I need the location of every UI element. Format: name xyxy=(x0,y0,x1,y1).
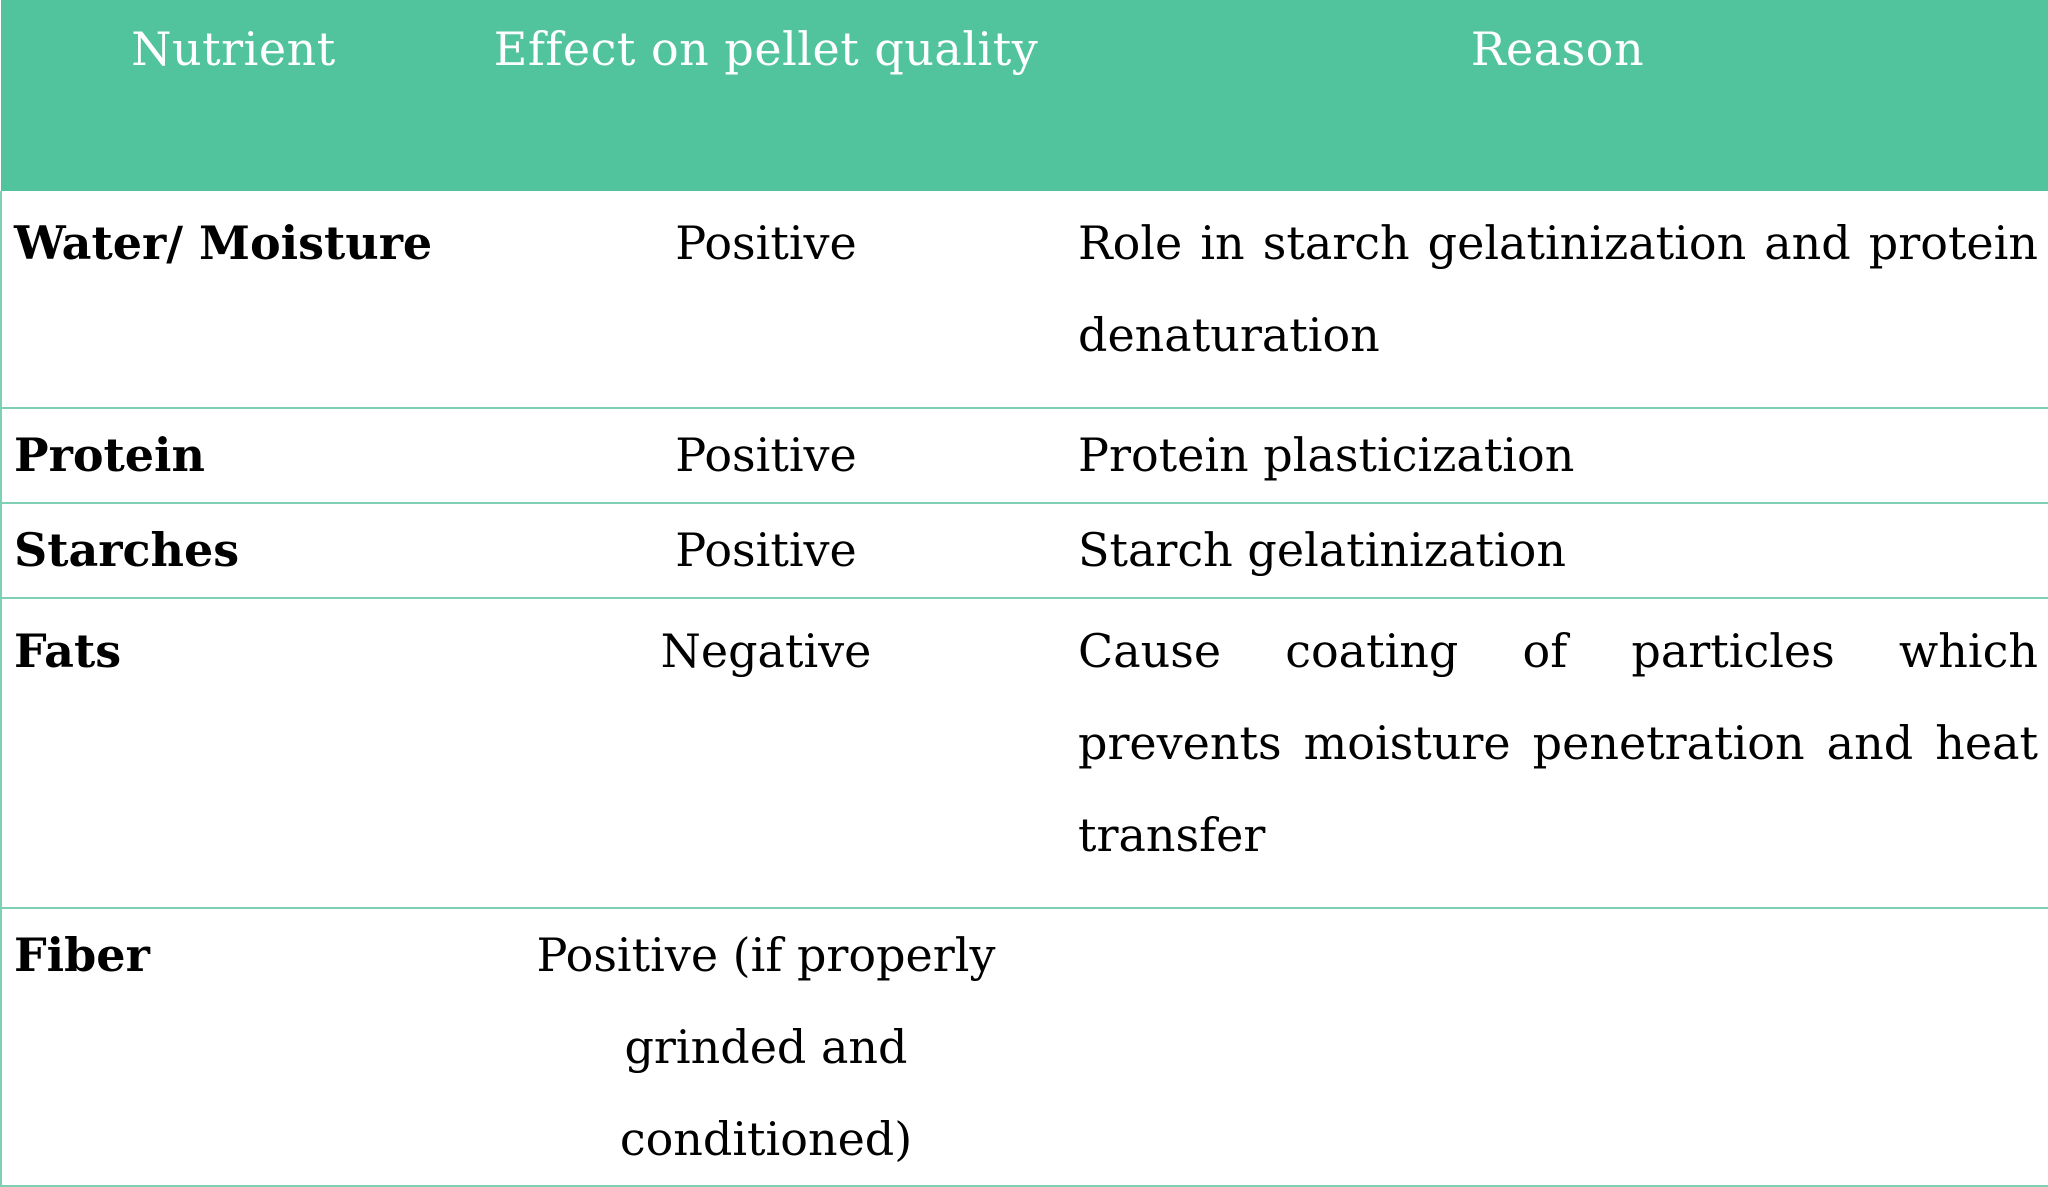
header-reason: Reason xyxy=(1470,22,1645,76)
effect-cell: Negative xyxy=(466,598,1066,909)
table-row: Water/ Moisture Positive Role in starch … xyxy=(0,191,2048,409)
nutrient-cell: Fats xyxy=(0,598,466,909)
effect-cell: Positive xyxy=(466,503,1066,599)
table-row: Fats Negative Cause coating of particles… xyxy=(0,598,2048,909)
reason-cell: Starch gelatinization xyxy=(1066,503,2048,599)
reason-cell: Protein plasticization xyxy=(1066,408,2048,504)
nutrient-cell: Starches xyxy=(0,503,466,599)
table-row: Starches Positive Starch gelatinization xyxy=(0,503,2048,599)
effect-cell: Positive (if properly grinded and condit… xyxy=(466,908,1066,1187)
nutrient-cell: Water/ Moisture xyxy=(0,191,466,409)
table-row: Fiber Positive (if properly grinded and … xyxy=(0,908,2048,1187)
reason-cell: Role in starch gelatinization and protei… xyxy=(1066,191,2048,409)
effect-cell: Positive xyxy=(466,191,1066,409)
nutrient-cell: Protein xyxy=(0,408,466,504)
table-header-row: Nutrient Effect on pellet quality Reason xyxy=(1,0,2048,191)
table-row: Protein Positive Protein plasticization xyxy=(0,408,2048,504)
nutrient-cell: Fiber xyxy=(0,908,466,1187)
header-effect: Effect on pellet quality xyxy=(493,22,1039,76)
reason-cell: Cause coating of particles which prevent… xyxy=(1066,598,2048,909)
reason-cell xyxy=(1066,908,2048,1187)
header-nutrient: Nutrient xyxy=(131,22,336,76)
effect-cell: Positive xyxy=(466,408,1066,504)
